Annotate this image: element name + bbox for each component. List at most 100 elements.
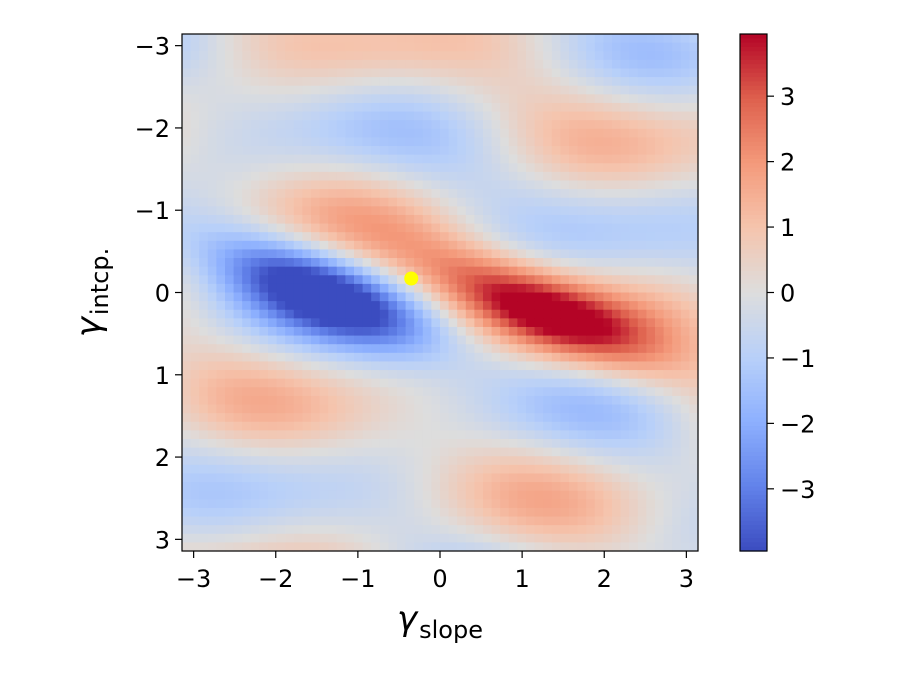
heatmap-cell (500, 283, 510, 294)
heatmap-cell (689, 146, 699, 156)
heatmap-cell (414, 283, 424, 294)
heatmap-cell (216, 249, 226, 259)
heatmap-cell (526, 154, 536, 164)
heatmap-cell (233, 326, 243, 337)
heatmap-cell (302, 275, 312, 285)
heatmap-cell (551, 249, 561, 259)
heatmap-cell (465, 361, 475, 371)
heatmap-cell (371, 525, 381, 535)
heatmap-cell (259, 516, 269, 526)
heatmap-cell (405, 361, 415, 371)
heatmap-cell (500, 111, 510, 121)
heatmap-cell (276, 206, 286, 216)
heatmap-cell (457, 421, 467, 431)
heatmap-cell (534, 525, 544, 535)
heatmap-cell (655, 482, 665, 492)
heatmap-cell (663, 542, 673, 552)
colorbar-segment (740, 447, 767, 453)
colorbar-segment (740, 421, 767, 427)
heatmap-cell (440, 352, 450, 363)
x-tick-label: 2 (597, 565, 612, 593)
heatmap-cell (293, 404, 303, 414)
heatmap-cell (207, 85, 217, 95)
heatmap-cell (491, 430, 501, 440)
heatmap-cell (655, 464, 665, 475)
heatmap-cell (440, 490, 450, 500)
heatmap-cell (319, 516, 329, 526)
colorbar-segment (740, 210, 767, 216)
heatmap-cell (569, 223, 579, 233)
heatmap-cell (199, 335, 209, 345)
colorbar-segment (740, 374, 767, 380)
heatmap-cell (646, 154, 656, 164)
heatmap-cell (646, 482, 656, 492)
heatmap-cell (646, 370, 656, 380)
heatmap-cell (379, 301, 389, 311)
heatmap-cell (577, 516, 587, 526)
heatmap-cell (199, 51, 209, 61)
heatmap-cell (397, 154, 407, 164)
heatmap-cell (199, 533, 209, 543)
heatmap-cell (268, 275, 278, 285)
heatmap-cell (345, 120, 355, 130)
heatmap-cell (689, 85, 699, 95)
heatmap-cell (500, 456, 510, 466)
heatmap-cell (551, 94, 561, 104)
heatmap-cell (276, 309, 286, 319)
heatmap-cell (362, 542, 372, 552)
heatmap-cell (422, 120, 432, 130)
heatmap-cell (190, 309, 200, 319)
heatmap-cell (663, 395, 673, 406)
heatmap-cell (526, 171, 536, 182)
heatmap-cell (457, 59, 467, 70)
heatmap-cell (405, 51, 415, 61)
heatmap-cell (371, 318, 381, 328)
heatmap-cell (594, 59, 604, 70)
heatmap-cell (483, 111, 493, 121)
heatmap-cell (680, 464, 690, 475)
heatmap-cell (397, 378, 407, 388)
heatmap-cell (388, 275, 398, 285)
heatmap-cell (672, 473, 682, 483)
heatmap-cell (672, 361, 682, 371)
heatmap-cell (388, 111, 398, 121)
heatmap-cell (586, 490, 596, 500)
heatmap-cell (336, 266, 346, 276)
heatmap-cell (216, 258, 226, 268)
heatmap-cell (680, 206, 690, 216)
heatmap-cell (285, 490, 295, 500)
heatmap-cell (629, 301, 639, 311)
heatmap-cell (336, 102, 346, 113)
heatmap-cell (319, 309, 329, 319)
heatmap-cell (216, 326, 226, 337)
heatmap-cell (242, 275, 252, 285)
heatmap-cell (311, 128, 321, 138)
heatmap-cell (414, 171, 424, 182)
optimum-marker (404, 271, 419, 286)
heatmap-cell (672, 59, 682, 70)
heatmap-cell (285, 137, 295, 147)
heatmap-cell (474, 214, 484, 225)
heatmap-cell (233, 42, 243, 52)
heatmap-cell (414, 77, 424, 87)
heatmap-cell (225, 482, 235, 492)
heatmap-cell (259, 456, 269, 466)
heatmap-cell (431, 128, 441, 138)
heatmap-cell (276, 499, 286, 509)
heatmap-cell (680, 292, 690, 302)
heatmap-cell (199, 413, 209, 423)
heatmap-cell (655, 275, 665, 285)
heatmap-cell (612, 456, 622, 466)
heatmap-cell (629, 94, 639, 104)
heatmap-cell (371, 542, 381, 552)
heatmap-cell (680, 482, 690, 492)
colorbar-segment (740, 357, 767, 363)
heatmap-cell (663, 189, 673, 199)
heatmap-cell (629, 464, 639, 475)
heatmap-cell (526, 507, 536, 518)
heatmap-cell (629, 214, 639, 225)
heatmap-cell (336, 395, 346, 406)
heatmap-cell (517, 516, 527, 526)
heatmap-cell (182, 283, 192, 294)
heatmap-cell (500, 335, 510, 345)
